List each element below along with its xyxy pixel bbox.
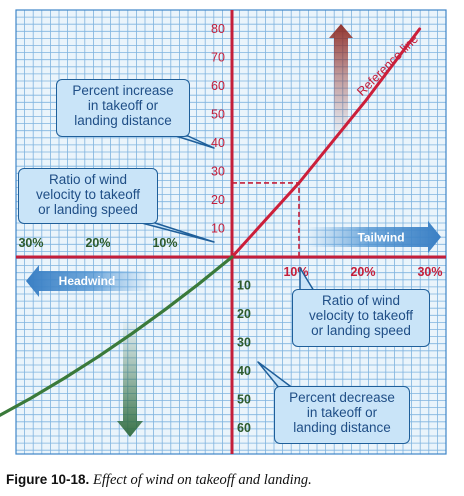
x-tick-label-headwind: 20% (85, 236, 110, 250)
y-tick-label-increase: 20 (211, 193, 225, 207)
ratio-upper-line-3: or landing speed (38, 202, 138, 217)
headwind-label: Headwind (59, 274, 116, 288)
wind-ratio-callout-upper: Ratio of wind velocity to takeoff or lan… (18, 168, 158, 224)
y-tick-label-decrease: 10 (237, 279, 251, 293)
y-tick-label-decrease: 40 (237, 364, 251, 378)
headwind-arrow-shape (26, 265, 150, 297)
increase-callout-line-1: Percent increase (72, 83, 174, 98)
decrease-callout-line-1: Percent decrease (289, 390, 395, 405)
y-tick-label-decrease: 20 (237, 307, 251, 321)
headwind-arrow: Headwind (26, 265, 150, 297)
figure-description: Effect of wind on takeoff and landing. (93, 472, 312, 488)
x-tick-label-tailwind: 30% (417, 265, 442, 279)
wind-ratio-callout-lower: Ratio of wind velocity to takeoff or lan… (292, 289, 430, 347)
figure-number: Figure 10-18. (6, 472, 90, 487)
figure-caption: Figure 10-18. Effect of wind on takeoff … (6, 472, 312, 489)
increase-arrow-icon (329, 24, 353, 138)
y-tick-label-increase: 60 (211, 79, 225, 93)
y-tick-label-increase: 10 (211, 222, 225, 236)
decrease-callout-line-2: in takeoff or (306, 405, 378, 420)
increase-callout-line-2: in takeoff or (87, 98, 159, 113)
y-tick-label-decrease: 50 (237, 393, 251, 407)
ratio-upper-line-1: Ratio of wind (48, 172, 128, 187)
y-tick-label-increase: 80 (211, 22, 225, 36)
ratio-lower-line-1: Ratio of wind (321, 293, 401, 308)
decrease-distance-callout: Percent decrease in takeoff or landing d… (274, 386, 410, 444)
y-tick-label-increase: 40 (211, 136, 225, 150)
decrease-callout-line-3: landing distance (293, 420, 391, 435)
tailwind-arrow-shape (306, 221, 441, 253)
ratio-lower-line-2: velocity to takeoff (308, 308, 414, 323)
increase-callout-line-3: landing distance (74, 113, 172, 128)
y-tick-label-increase: 30 (211, 165, 225, 179)
ratio-upper-line-2: velocity to takeoff (35, 187, 141, 202)
y-tick-label-decrease: 30 (237, 336, 251, 350)
headwind-decrease-curve (0, 255, 234, 418)
x-tick-label-tailwind: 20% (350, 265, 375, 279)
x-tick-label-headwind: 10% (152, 236, 177, 250)
callout-pointers (137, 135, 315, 390)
reference-line (230, 27, 422, 259)
x-tick-label-headwind: 30% (18, 236, 43, 250)
y-tick-label-increase: 70 (211, 51, 225, 65)
tailwind-label: Tailwind (357, 231, 404, 245)
ratio-lower-line-3: or landing speed (311, 323, 411, 338)
increase-distance-callout: Percent increase in takeoff or landing d… (56, 79, 190, 137)
tailwind-arrow: Tailwind (306, 221, 441, 253)
y-tick-label-increase: 50 (211, 108, 225, 122)
example-dashed-guide (232, 182, 300, 257)
y-tick-label-decrease: 60 (237, 421, 251, 435)
decrease-arrow-icon (117, 318, 143, 437)
